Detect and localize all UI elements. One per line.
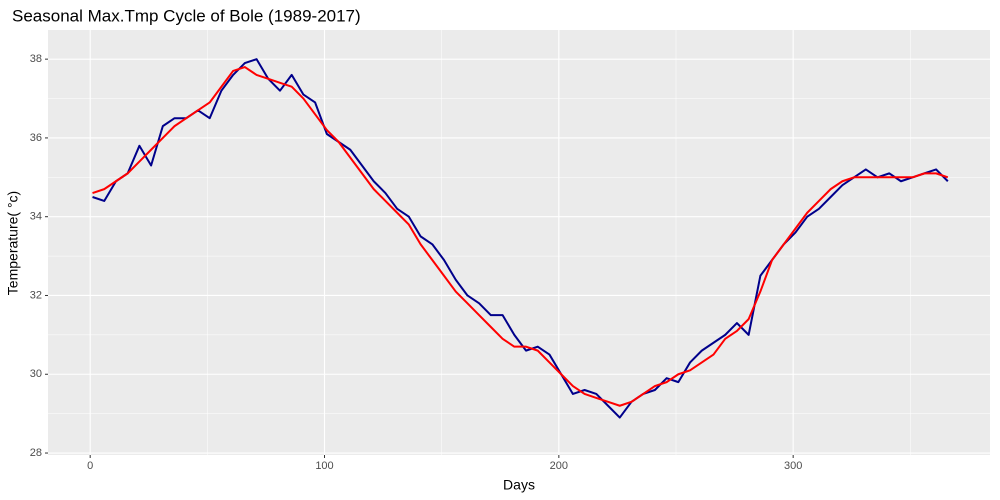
y-tick-label: 38 — [30, 53, 42, 65]
plot-panel — [48, 30, 990, 455]
y-tick-label: 30 — [30, 368, 42, 380]
x-tick-label: 100 — [315, 460, 333, 472]
x-axis-title: Days — [503, 477, 535, 493]
y-axis-title: Temperature( °c) — [5, 191, 21, 295]
x-tick-label: 0 — [87, 460, 93, 472]
y-tick-label: 32 — [30, 289, 42, 301]
x-tick-label: 200 — [550, 460, 568, 472]
y-tick-label: 36 — [30, 132, 42, 144]
chart-title: Seasonal Max.Tmp Cycle of Bole (1989-201… — [12, 6, 361, 25]
series-line — [92, 58, 949, 419]
x-tick-label: 300 — [784, 460, 802, 472]
y-tick-label: 28 — [30, 447, 42, 459]
series-line — [92, 66, 949, 407]
y-tick-label: 34 — [30, 211, 42, 223]
